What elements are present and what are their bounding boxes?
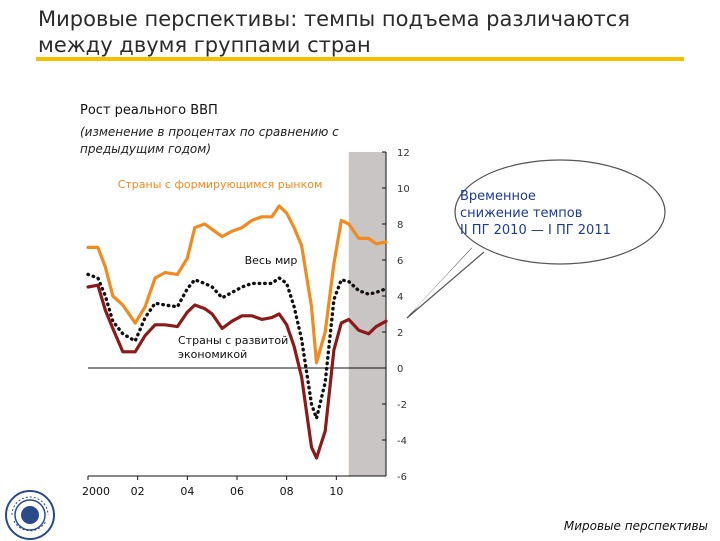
y-tick-label: -4 [397,436,407,447]
series-line-3 [86,283,388,460]
x-tick-label: 10 [329,485,343,498]
callout-pointer-mask [410,246,482,314]
callout-pointer [406,247,485,319]
y-tick-label: 10 [397,184,410,195]
y-tick-label: 0 [397,364,403,375]
x-tick-label: 2000 [82,485,110,498]
slide-title-line-1: Мировые перспективы: темпы подъема разли… [38,7,630,31]
callout-ellipse [454,159,666,265]
y-tick-label: 6 [397,256,403,267]
y-tick-label: 4 [397,292,403,303]
label-emerging: Страны с формирующимся рынком [118,178,323,191]
x-axis-ticks: 2000 02 04 06 08 10 [82,476,343,498]
y-tick-label: 2 [397,328,403,339]
y-tick-label: 8 [397,220,403,231]
callout-line-1: Временное [460,189,536,204]
slide-title: Мировые перспективы: темпы подъема разли… [38,6,678,58]
callout-line-2: снижение темпов [460,206,583,221]
x-tick-label: 06 [230,485,244,498]
chart-subtitle: (изменение в процентах по сравнению с пр… [80,125,339,156]
y-tick-label: -2 [397,400,407,411]
slide-title-line-2: между двумя группами стран [38,33,371,57]
series-line-2 [86,272,388,421]
series-line-1 [86,204,388,365]
y-tick-label: 12 [397,148,410,159]
chart-title: Рост реального ВВП [80,103,218,118]
callout-line-3: II ПГ 2010 — I ПГ 2011 [460,223,611,238]
label-world: Весь мир [245,254,298,267]
y-axis-ticks: 12 10 8 6 4 2 0 -2 -4 -6 [382,148,410,483]
x-tick-label: 08 [280,485,294,498]
title-underline [36,57,684,61]
x-tick-label: 02 [131,485,145,498]
shaded-period [348,152,386,476]
x-tick-label: 04 [180,485,194,498]
label-advanced-line-1: Страны с развитой [178,334,288,347]
label-advanced-line-2: экономикой [178,348,247,361]
callout-bubble [406,159,666,319]
series-layer [86,204,388,460]
callout-text: Временное снижение темпов II ПГ 2010 — I… [460,188,650,239]
footer-label: Мировые перспективы [563,519,708,533]
imf-seal-icon [5,490,55,540]
y-tick-label: -6 [397,472,407,483]
